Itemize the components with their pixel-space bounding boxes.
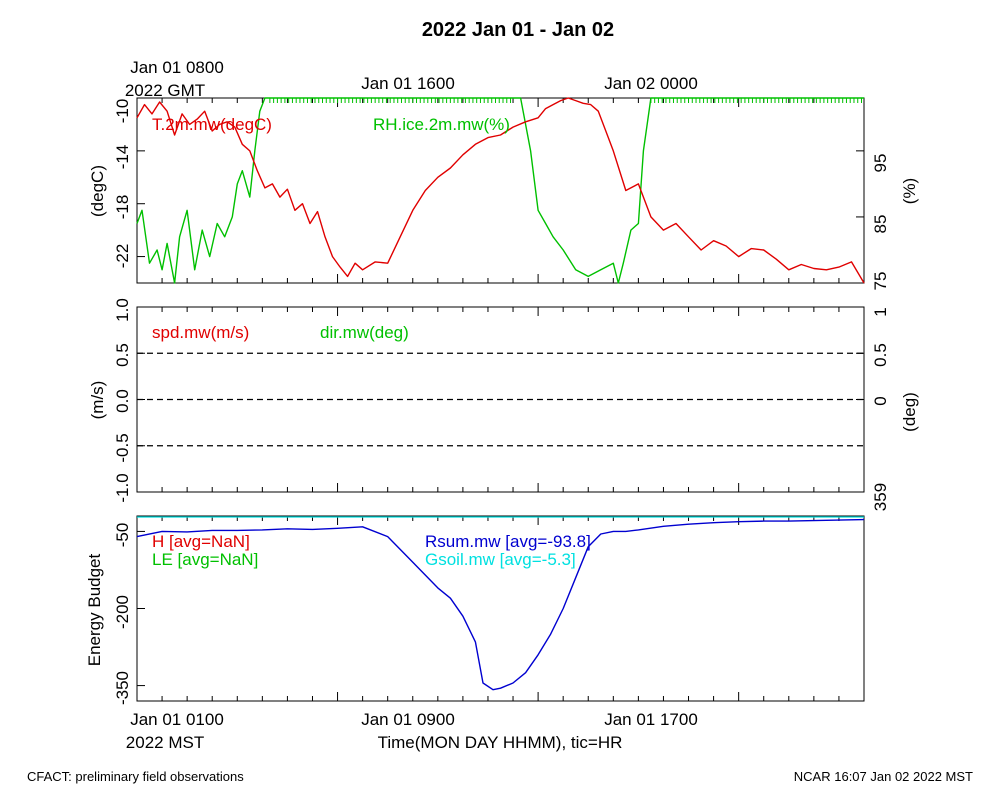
panel1-ytick-left-4: -22 <box>113 244 132 269</box>
top-time-label-4: Jan 02 0000 <box>604 74 698 93</box>
panel2-ytick-left-4: -0.5 <box>113 433 132 462</box>
panel3-ytick-2: -200 <box>113 595 132 629</box>
bottom-time-label-4: Jan 01 1700 <box>604 710 698 729</box>
temperature-series-label: T.2m.mw(degC) <box>152 115 272 134</box>
temperature-line <box>136 97 865 284</box>
bottom-time-label-2: 2022 MST <box>126 733 204 752</box>
humidity-series-label: RH.ice.2m.mw(%) <box>373 115 510 134</box>
speed-series-label: spd.mw(m/s) <box>152 323 249 342</box>
panel1-left-ylabel: (degC) <box>88 165 107 217</box>
panel2-ytick-left-3: 0.0 <box>113 389 132 413</box>
panel1-ytick-left-3: -18 <box>113 195 132 220</box>
panel2-ytick-right-4: 359 <box>871 483 890 511</box>
panel3-ylabel: Energy Budget <box>85 553 104 666</box>
panel2-ytick-left-2: 0.5 <box>113 343 132 367</box>
panel1-ytick-right-3: 75 <box>871 272 890 291</box>
top-time-label-3: Jan 01 1600 <box>361 74 455 93</box>
bottom-time-label-1: Jan 01 0100 <box>130 710 224 729</box>
le-series-label: LE [avg=NaN] <box>152 550 258 569</box>
humidity-line <box>136 97 864 284</box>
panel3-ytick-1: -50 <box>113 523 132 548</box>
panel2-ytick-left-5: -1.0 <box>113 473 132 502</box>
panel2-left-ylabel: (m/s) <box>88 381 107 420</box>
top-time-label-2: 2022 GMT <box>125 81 205 100</box>
panel3-ytick-3: -350 <box>113 671 132 705</box>
panel2-ytick-right-2: 0.5 <box>871 343 890 367</box>
panel1-ytick-right-1: 95 <box>871 154 890 173</box>
panel1-ytick-left-1: -10 <box>113 99 132 124</box>
top-time-label-1: Jan 01 0800 <box>130 58 224 77</box>
rsum-series-label: Rsum.mw [avg=-93.8] <box>425 532 591 551</box>
gsoil-series-label: Gsoil.mw [avg=-5.3] <box>425 550 576 569</box>
wind-panel: spd.mw(m/s) dir.mw(deg) (m/s) (deg) 1.0 … <box>88 298 919 511</box>
energy-budget-panel: H [avg=NaN] LE [avg=NaN] Rsum.mw [avg=-9… <box>85 515 865 705</box>
panel2-right-ylabel: (deg) <box>900 392 919 432</box>
footer-right: NCAR 16:07 Jan 02 2022 MST <box>794 769 973 784</box>
bottom-time-label-3: Jan 01 0900 <box>361 710 455 729</box>
x-axis-label: Time(MON DAY HHMM), tic=HR <box>378 733 623 752</box>
h-series-label: H [avg=NaN] <box>152 532 250 551</box>
footer-left: CFACT: preliminary field observations <box>27 769 244 784</box>
panel2-ytick-right-3: 0 <box>871 396 890 405</box>
panel2-ytick-left-1: 1.0 <box>113 298 132 322</box>
direction-series-label: dir.mw(deg) <box>320 323 409 342</box>
chart-title: 2022 Jan 01 - Jan 02 <box>422 19 614 41</box>
temperature-humidity-panel: T.2m.mw(degC) RH.ice.2m.mw(%) (degC) (%)… <box>88 97 919 291</box>
panel1-right-ylabel: (%) <box>900 178 919 204</box>
panel2-ytick-right-1: 1 <box>871 307 890 316</box>
rsum-line <box>136 518 865 691</box>
panel1-ytick-left-2: -14 <box>113 145 132 170</box>
panel1-ytick-right-2: 85 <box>871 215 890 234</box>
